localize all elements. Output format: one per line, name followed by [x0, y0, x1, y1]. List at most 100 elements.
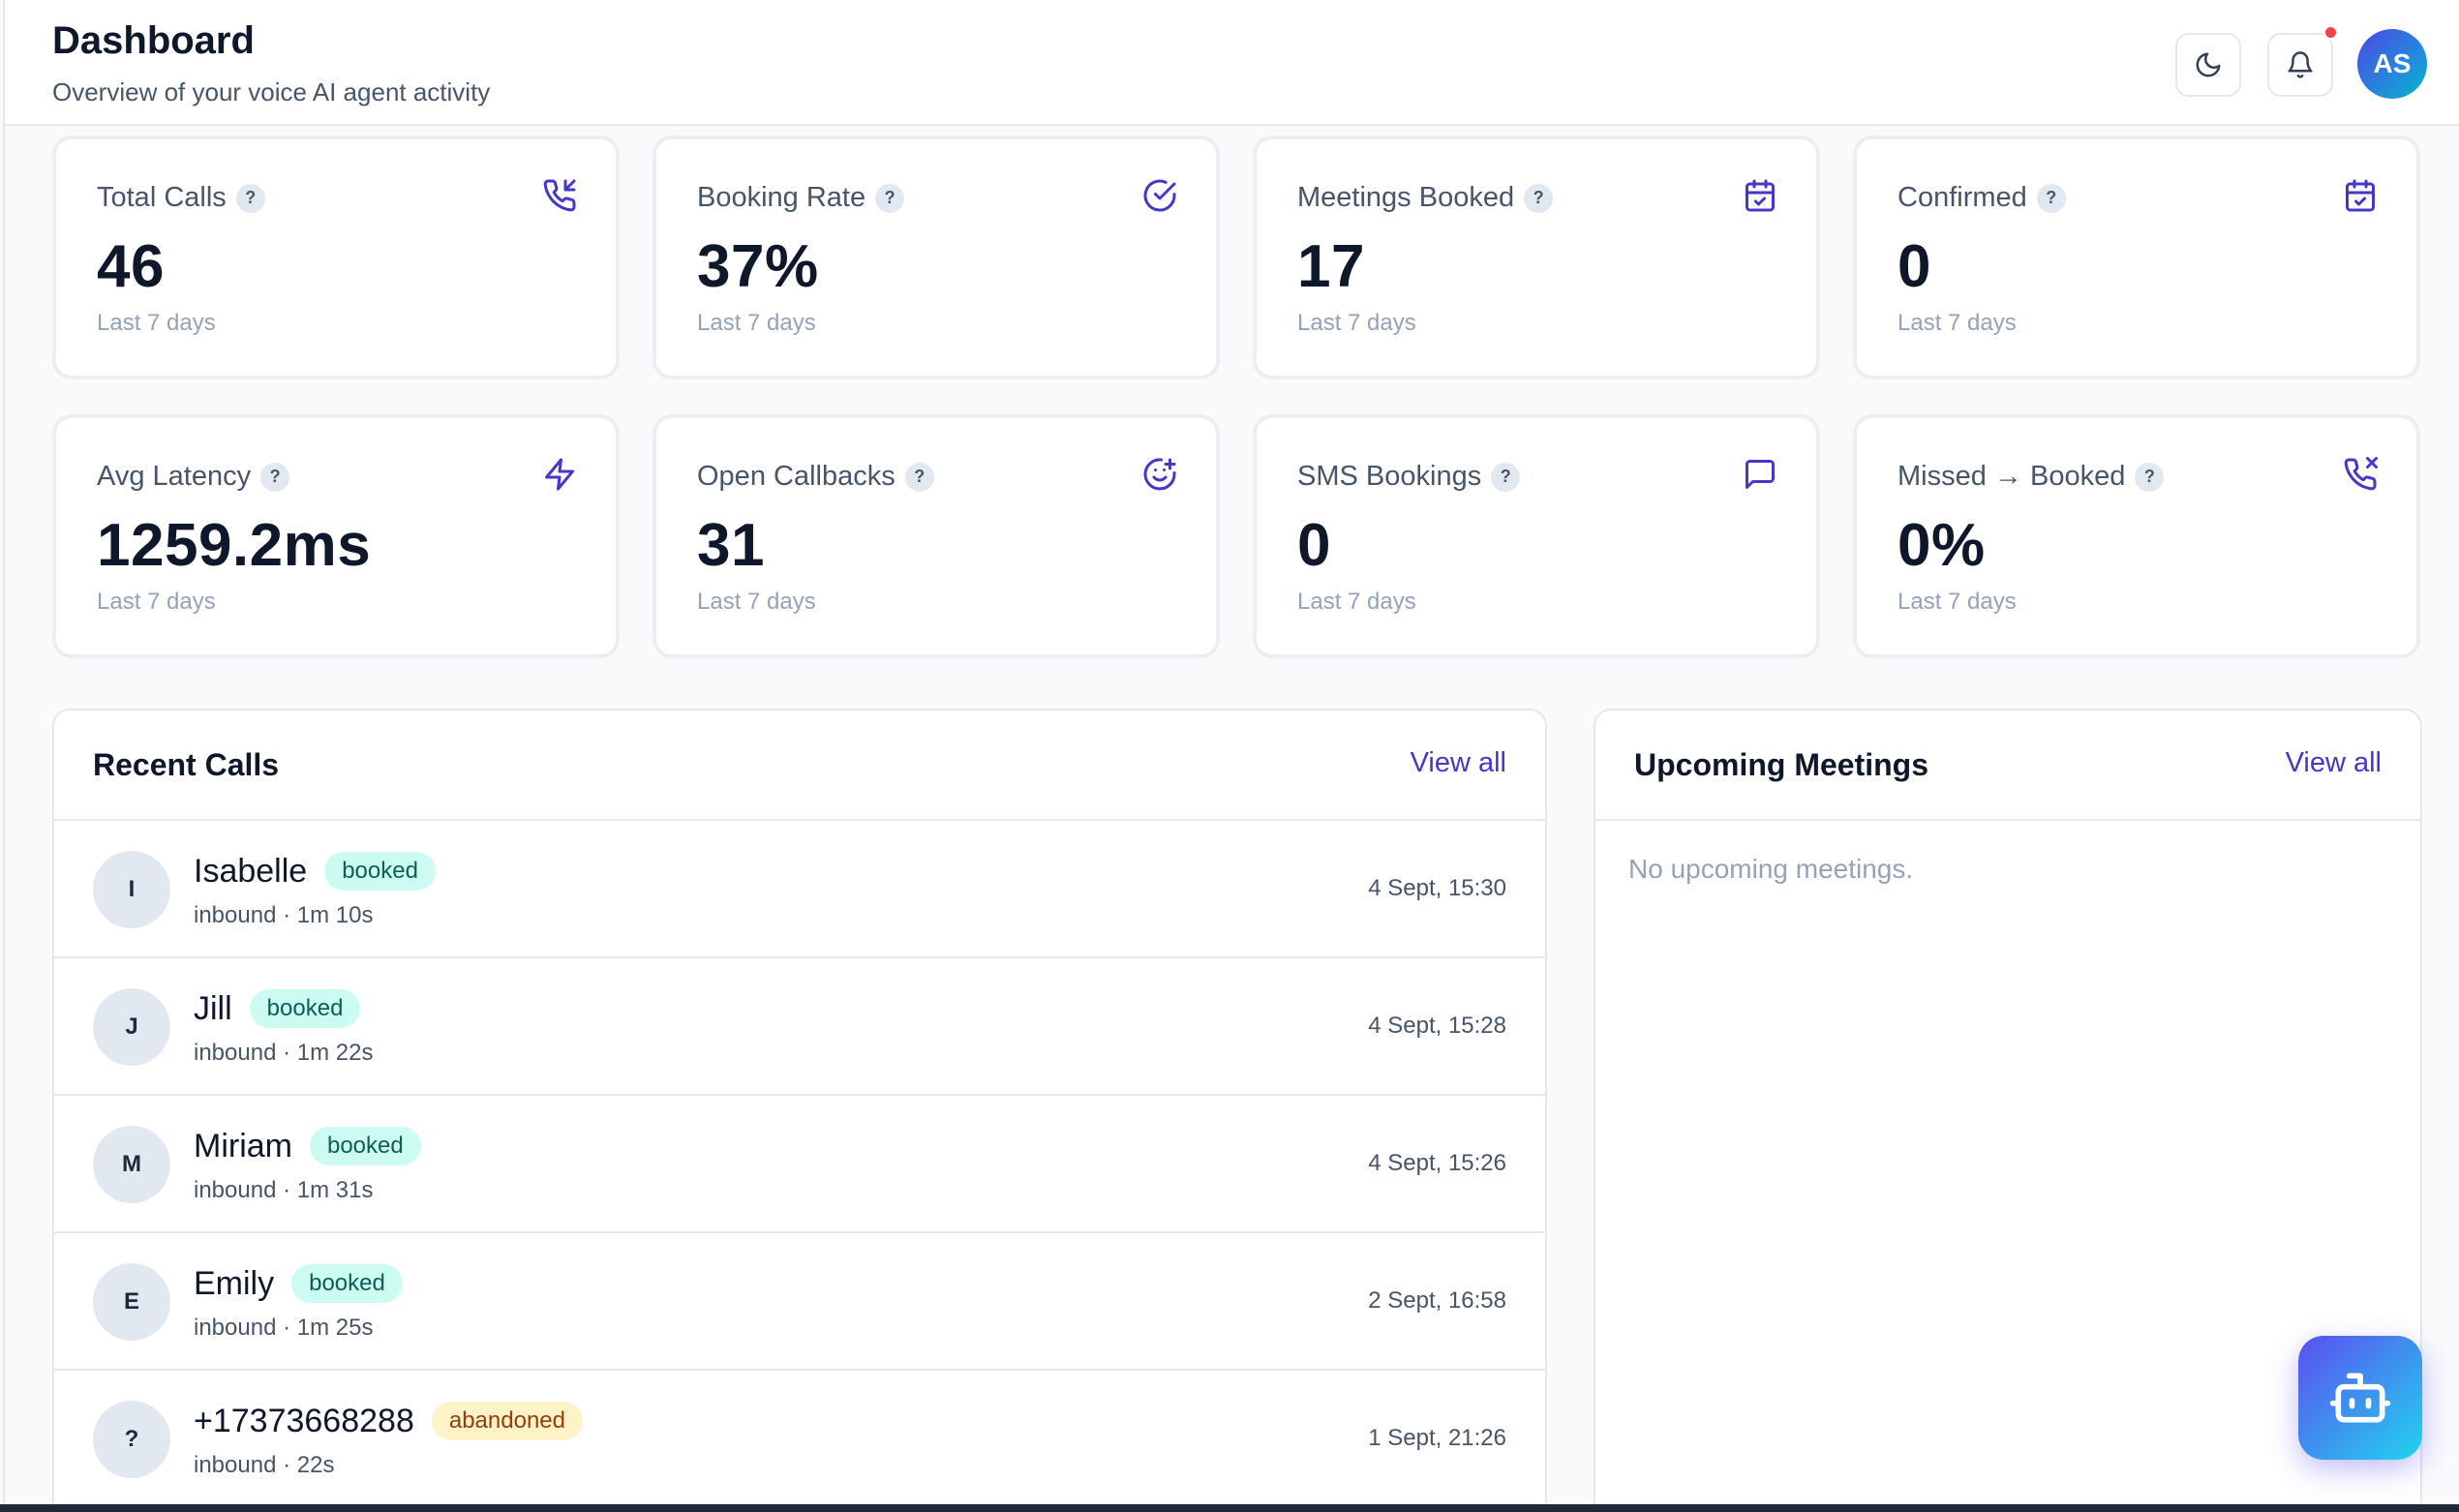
stat-period: Last 7 days: [1297, 310, 1416, 336]
stat-label: Booking Rate: [697, 182, 866, 213]
status-badge: abandoned: [431, 1402, 583, 1440]
stat-value: 46: [97, 233, 165, 300]
stat-card-total-calls: Total Calls? 46 Last 7 days: [52, 136, 620, 379]
stat-label: Missed → Booked: [1897, 461, 2126, 492]
panel-header: Upcoming Meetings View all: [1595, 711, 2420, 821]
upcoming-meetings-panel: Upcoming Meetings View all No upcoming m…: [1594, 709, 2422, 1512]
call-meta: inbound · 1m 10s: [194, 902, 374, 928]
calendar-check-icon: [1746, 179, 1775, 212]
stat-card-sms-bookings: SMS Bookings? 0 Last 7 days: [1253, 414, 1820, 658]
call-row[interactable]: M Miriam booked inbound · 1m 31s 4 Sept, …: [54, 1096, 1545, 1233]
call-time: 1 Sept, 21:26: [1368, 1425, 1506, 1451]
sidebar-divider: [3, 0, 5, 1504]
call-meta: inbound · 1m 31s: [194, 1177, 374, 1203]
caller-name: Emily: [194, 1264, 275, 1302]
smile-plus-icon: [1143, 458, 1176, 491]
panel-title: Upcoming Meetings: [1634, 747, 1929, 782]
panel-header: Recent Calls View all: [54, 711, 1545, 821]
help-icon[interactable]: ?: [875, 183, 905, 213]
status-badge: booked: [249, 989, 361, 1028]
status-badge: booked: [309, 1127, 421, 1165]
status-badge: booked: [291, 1264, 403, 1303]
call-row[interactable]: E Emily booked inbound · 1m 25s 2 Sept, 1…: [54, 1233, 1545, 1371]
stat-value: 0%: [1897, 512, 1986, 579]
help-icon[interactable]: ?: [235, 183, 265, 213]
view-all-calls-link[interactable]: View all: [1410, 747, 1506, 778]
caller-avatar: J: [93, 988, 170, 1066]
moon-icon: [2196, 52, 2221, 77]
call-time: 4 Sept, 15:30: [1368, 875, 1506, 901]
stat-value: 37%: [697, 233, 819, 300]
caller-avatar: E: [93, 1263, 170, 1341]
call-row[interactable]: ? +17373668288 abandoned inbound · 22s 1 …: [54, 1371, 1545, 1508]
stat-card-missed-booked: Missed → Booked? 0% Last 7 days: [1853, 414, 2420, 658]
caller-name: Isabelle: [194, 852, 308, 890]
caller-name: Miriam: [194, 1127, 292, 1164]
call-meta: inbound · 22s: [194, 1452, 335, 1478]
stat-value: 0: [1897, 233, 1931, 300]
page-header: Dashboard Overview of your voice AI agen…: [5, 0, 2459, 126]
message-square-icon: [1746, 460, 1775, 489]
stat-period: Last 7 days: [697, 310, 816, 336]
help-icon[interactable]: ?: [260, 462, 290, 492]
help-icon[interactable]: ?: [904, 462, 934, 492]
caller-name: +17373668288: [194, 1402, 414, 1439]
help-icon[interactable]: ?: [2135, 462, 2165, 492]
stat-period: Last 7 days: [1297, 589, 1416, 615]
stat-card-confirmed: Confirmed? 0 Last 7 days: [1853, 136, 2420, 379]
notification-dot: [2323, 25, 2338, 40]
user-avatar[interactable]: AS: [2357, 29, 2427, 99]
calendar-check-icon: [2346, 179, 2375, 212]
phone-missed-icon: [2344, 457, 2378, 491]
call-row[interactable]: J Jill booked inbound · 1m 22s 4 Sept, 15…: [54, 958, 1545, 1096]
stat-period: Last 7 days: [1897, 589, 2017, 615]
call-time: 4 Sept, 15:26: [1368, 1150, 1506, 1176]
recent-calls-panel: Recent Calls View all I Isabelle booked i…: [52, 709, 1547, 1512]
call-meta: inbound · 1m 22s: [194, 1040, 374, 1066]
panel-title: Recent Calls: [93, 747, 280, 782]
ai-assistant-button[interactable]: [2298, 1336, 2422, 1460]
stat-period: Last 7 days: [697, 589, 816, 615]
help-icon[interactable]: ?: [1491, 462, 1521, 492]
check-circle-icon: [1143, 179, 1176, 212]
view-all-meetings-link[interactable]: View all: [2285, 747, 2382, 778]
stat-label: Open Callbacks: [697, 461, 896, 492]
stat-period: Last 7 days: [97, 310, 216, 336]
stat-card-meetings-booked: Meetings Booked? 17 Last 7 days: [1253, 136, 1820, 379]
page-subtitle: Overview of your voice AI agent activity: [52, 77, 491, 106]
stat-label: Meetings Booked: [1297, 182, 1515, 213]
zap-icon: [545, 458, 574, 491]
call-time: 4 Sept, 15:28: [1368, 1013, 1506, 1039]
stat-value: 0: [1297, 512, 1331, 579]
stat-value: 1259.2ms: [97, 512, 372, 579]
stat-value: 17: [1297, 233, 1365, 300]
phone-incoming-icon: [543, 179, 576, 212]
empty-state-text: No upcoming meetings.: [1628, 854, 1914, 884]
theme-toggle-button[interactable]: [2175, 33, 2241, 97]
stat-period: Last 7 days: [1897, 310, 2017, 336]
bot-icon: [2329, 1373, 2391, 1423]
stat-label: Avg Latency: [97, 461, 252, 492]
call-time: 2 Sept, 16:58: [1368, 1287, 1506, 1314]
help-icon[interactable]: ?: [1524, 183, 1554, 213]
stat-card-avg-latency: Avg Latency? 1259.2ms Last 7 days: [52, 414, 620, 658]
caller-avatar: M: [93, 1126, 170, 1203]
page-title: Dashboard: [52, 19, 255, 62]
stat-label: Total Calls: [97, 182, 227, 213]
stat-card-open-callbacks: Open Callbacks? 31 Last 7 days: [653, 414, 1220, 658]
call-row[interactable]: I Isabelle booked inbound · 1m 10s 4 Sept…: [54, 821, 1545, 958]
stat-card-booking-rate: Booking Rate? 37% Last 7 days: [653, 136, 1220, 379]
stat-label: Confirmed: [1897, 182, 2027, 213]
help-icon[interactable]: ?: [2036, 183, 2066, 213]
stat-label: SMS Bookings: [1297, 461, 1482, 492]
bell-icon: [2288, 51, 2313, 78]
call-meta: inbound · 1m 25s: [194, 1315, 374, 1341]
stat-period: Last 7 days: [97, 589, 216, 615]
window-bottom-edge: [0, 1504, 2459, 1512]
caller-avatar: I: [93, 851, 170, 928]
caller-avatar: ?: [93, 1401, 170, 1478]
notifications-button[interactable]: [2267, 33, 2333, 97]
caller-name: Jill: [194, 989, 232, 1027]
status-badge: booked: [324, 852, 436, 891]
